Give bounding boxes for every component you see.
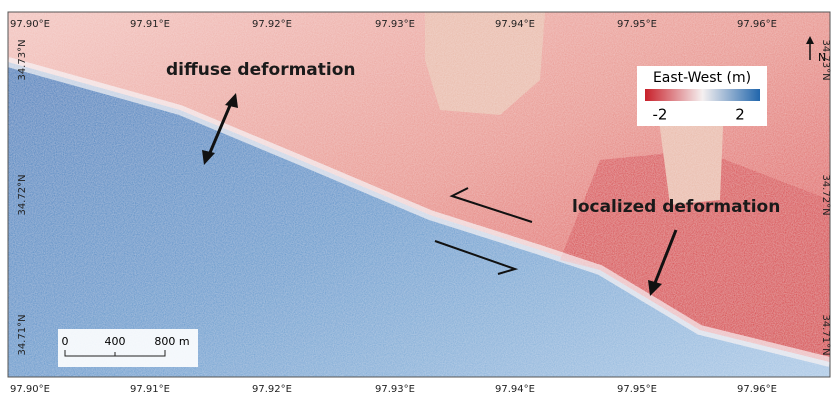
- bottom-axis-label: 97.90°E: [10, 384, 50, 395]
- top-axis-label: 97.95°E: [617, 19, 657, 30]
- top-axis-label: 97.90°E: [10, 19, 50, 30]
- left-axis-label: 34.72°N: [17, 174, 28, 215]
- left-axis-label: 34.71°N: [17, 314, 28, 355]
- legend-colorbar: [645, 89, 760, 101]
- legend-title: East-West (m): [653, 70, 751, 86]
- bottom-axis-label: 97.96°E: [737, 384, 777, 395]
- legend-min: -2: [653, 106, 668, 124]
- legend: East-West (m) -2 2: [637, 66, 767, 126]
- map: East-West (m) -2 2 0 400 800 m N diffuse…: [0, 0, 838, 398]
- legend-max: 2: [735, 106, 745, 124]
- top-axis-label: 97.94°E: [495, 19, 535, 30]
- left-axis-label: 34.73°N: [17, 39, 28, 80]
- bottom-axis-label: 97.95°E: [617, 384, 657, 395]
- bottom-axis-label: 97.91°E: [130, 384, 170, 395]
- scale-label: 0: [62, 335, 69, 348]
- scale-label: 400: [105, 335, 126, 348]
- bottom-axis-label: 97.94°E: [495, 384, 535, 395]
- annotation: localized deformation: [572, 197, 780, 217]
- right-axis-label: 34.72°N: [820, 174, 831, 215]
- scale-label: 800 m: [154, 335, 189, 348]
- right-axis-label: 34.73°N: [820, 39, 831, 80]
- top-axis-label: 97.93°E: [375, 19, 415, 30]
- bottom-axis-label: 97.93°E: [375, 384, 415, 395]
- top-axis-label: 97.91°E: [130, 19, 170, 30]
- bottom-axis-label: 97.92°E: [252, 384, 292, 395]
- right-axis-label: 34.71°N: [820, 314, 831, 355]
- top-axis-label: 97.96°E: [737, 19, 777, 30]
- annotation: diffuse deformation: [166, 60, 356, 80]
- top-axis-label: 97.92°E: [252, 19, 292, 30]
- scale-bar: 0 400 800 m: [58, 329, 198, 367]
